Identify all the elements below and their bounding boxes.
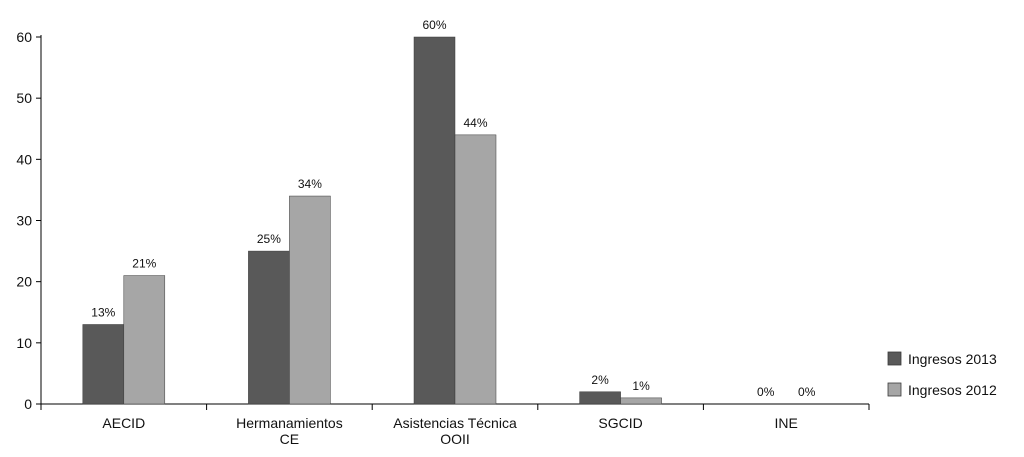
x-category-label: Hermanamientos — [236, 415, 343, 431]
bar-2013 — [248, 250, 290, 405]
bar-value-label: 34% — [298, 177, 322, 191]
y-tick-label: 0 — [24, 396, 32, 412]
y-axis: 0 10 20 30 40 50 60 — [16, 29, 42, 412]
bars — [82, 36, 662, 405]
bar-2013 — [579, 391, 621, 405]
bar-value-label: 13% — [91, 305, 115, 319]
y-tick-label: 60 — [16, 29, 32, 45]
y-tick-label: 50 — [16, 90, 32, 106]
y-tick-label: 10 — [16, 335, 32, 351]
bar-value-label: 25% — [257, 232, 281, 246]
bar-2012 — [289, 195, 331, 405]
bar-value-label: 0% — [798, 385, 816, 399]
bar-value-label: 44% — [463, 116, 487, 130]
bar-value-label: 1% — [632, 379, 650, 393]
legend-label: Ingresos 2013 — [908, 351, 997, 367]
y-tick-label: 30 — [16, 213, 32, 229]
legend-swatch — [887, 351, 902, 366]
bar-value-label: 21% — [132, 257, 156, 271]
y-tick-label: 20 — [16, 274, 32, 290]
bar-2013 — [413, 36, 456, 405]
legend-label: Ingresos 2012 — [908, 382, 997, 398]
y-tick-label: 40 — [16, 151, 32, 167]
x-category-label: Asistencias Técnica — [393, 415, 517, 431]
bar-2012 — [123, 275, 166, 405]
x-category-label: OOII — [440, 431, 470, 447]
bar-2013 — [82, 324, 125, 405]
data-labels: 13% 21% 25% 34% 60% 44% 2% 1% 0% 0% — [91, 18, 815, 399]
bar-value-label: 2% — [591, 373, 609, 387]
x-category-label: SGCID — [598, 415, 642, 431]
legend-swatch — [887, 382, 902, 397]
x-category-label: AECID — [102, 415, 145, 431]
bar-value-label: 60% — [422, 18, 446, 32]
x-category-label: INE — [775, 415, 798, 431]
legend: Ingresos 2013 Ingresos 2012 — [887, 351, 997, 398]
bar-2012 — [454, 134, 497, 405]
bar-value-label: 0% — [757, 385, 775, 399]
bar-2012 — [620, 397, 662, 405]
x-category-label: CE — [280, 431, 299, 447]
